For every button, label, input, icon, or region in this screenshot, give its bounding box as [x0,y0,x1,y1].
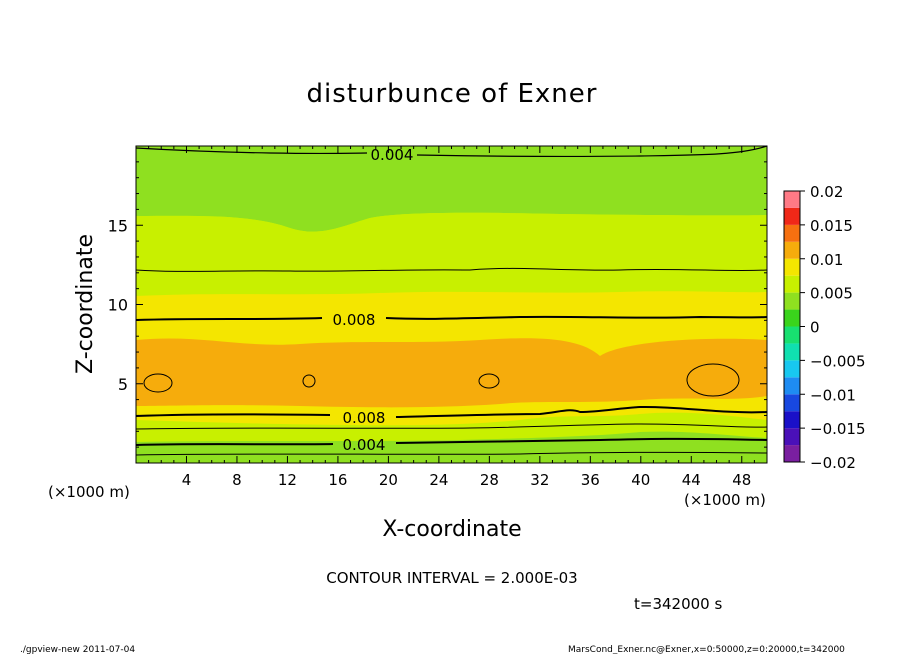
x-unit-left: (×1000 m) [48,483,130,501]
contour-line-lower-2 [135,423,768,430]
contour-label-lower-1: 0.008 [343,409,386,427]
x-tick-label: 40 [631,471,650,489]
x-tick-label: 48 [732,471,751,489]
colorbar-swatch [784,377,800,395]
contour-line-upper [135,267,768,272]
contour-line-lower-4 [135,451,768,456]
colorbar-swatch [784,275,800,293]
x-tick-label: 32 [530,471,549,489]
x-tick-label: 8 [232,471,242,489]
x-tick-label: 28 [480,471,499,489]
footer-right: MarsCond_Exner.nc@Exner,x=0:50000,z=0:20… [568,645,845,654]
colorbar-swatch [784,224,800,242]
colorbar-tick-label: 0 [810,319,820,337]
contour-label-lower-2: 0.004 [343,436,386,454]
colorbar-swatch [784,445,800,462]
colorbar-swatch [784,411,800,429]
colorbar-tick-label: −0.005 [810,352,866,370]
contour-line-middle [135,315,768,321]
contour-label-middle: 0.008 [333,311,376,329]
y-tick-label: 10 [108,296,128,315]
band-top-green [136,146,767,232]
colorbar-swatch [784,394,800,412]
colorbar-swatch [784,428,800,446]
colorbar-tick-label: 0.02 [810,183,843,201]
contour-cell-2 [302,374,316,388]
x-tick-label: 24 [429,471,448,489]
colorbar-swatch [784,309,800,327]
x-tick-label: 20 [379,471,398,489]
colorbar: 0.02 0.015 0.01 0.005 0 −0.005 −0.01 −0.015 −0.0… [783,183,866,472]
x-tick-label: 44 [682,471,701,489]
footer-left: ./gpview-new 2011-07-04 [20,645,135,654]
colorbar-swatch [784,326,800,344]
colorbar-tick-label: 0.005 [810,285,853,303]
colorbar-tick-label: 0.015 [810,217,853,235]
time-annotation: t=342000 s [634,595,722,613]
band-orange [136,338,767,408]
colorbar-tick-label: −0.02 [810,454,856,472]
colorbar-tick-label: −0.01 [810,386,856,404]
contour-line-lower-3 [135,437,768,446]
x-unit-right: (×1000 m) [684,491,766,509]
contour-interval-text: CONTOUR INTERVAL = 2.000E-03 [326,569,577,587]
colorbar-swatch [784,360,800,378]
colorbar-swatch [784,343,800,361]
x-tick-label: 4 [182,471,192,489]
contour-cell-4 [686,363,740,397]
colorbar-swatch [784,207,800,225]
band-lime-light [136,212,767,262]
contour-label-top: 0.004 [371,146,414,164]
x-tick-label: 36 [581,471,600,489]
colorbar-swatch [784,241,800,259]
colorbar-swatch [784,191,800,208]
x-tick-label: 16 [328,471,347,489]
y-axis-label: Z-coordinate [73,234,98,374]
colorbar-tick-label: 0.01 [810,251,843,269]
contour-cell-1 [143,373,173,393]
chart-title: disturbunce of Exner [307,79,598,109]
x-tick-label: 12 [278,471,297,489]
contour-line-lower-1 [135,405,768,418]
colorbar-tick-label: −0.015 [810,420,866,438]
colorbar-swatch [784,292,800,310]
y-tick-label: 5 [118,375,128,394]
contour-cell-3 [478,373,500,389]
plot-area: 0.004 0.008 0.008 0.004 [135,145,768,464]
x-axis-label: X-coordinate [382,517,521,542]
colorbar-swatch [784,258,800,276]
contour-line-top [135,145,768,158]
y-tick-label: 15 [108,216,128,235]
